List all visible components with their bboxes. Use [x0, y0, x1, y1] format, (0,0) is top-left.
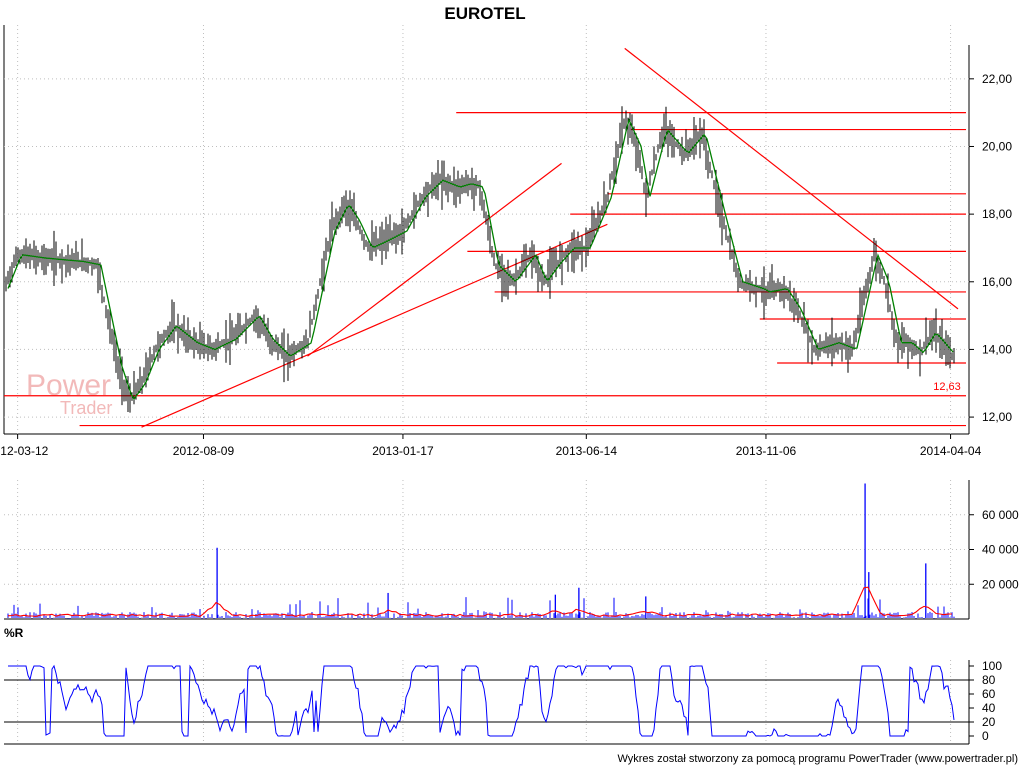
price-y-tick-label: 14,00 — [982, 342, 1012, 356]
volume-average-line — [7, 586, 953, 617]
last-value-label: 12,63 — [933, 381, 961, 393]
wr-y-tick-label: 80 — [982, 673, 996, 687]
price-y-tick-label: 16,00 — [982, 275, 1012, 289]
x-tick-label: 2013-11-06 — [736, 444, 797, 458]
price-panel: Power Trader — [3, 25, 970, 435]
williams-r-line — [8, 664, 955, 737]
chart-title: EUROTEL — [444, 4, 525, 23]
trend-line — [307, 162, 562, 357]
wr-y-tick-label: 60 — [982, 687, 996, 701]
x-tick-label: 2013-01-17 — [372, 444, 434, 458]
price-y-tick-label: 12,00 — [982, 410, 1012, 424]
price-y-tick-label: 20,00 — [982, 139, 1012, 153]
volume-y-tick-label: 40 000 — [982, 543, 1019, 557]
watermark-trader: Trader — [60, 398, 112, 418]
wr-y-tick-label: 100 — [982, 659, 1002, 673]
williams-r-label: %R — [4, 626, 24, 640]
x-tick-label: 2014-04-04 — [920, 444, 982, 458]
trend-line — [624, 47, 959, 310]
x-tick-label: 2013-06-14 — [556, 444, 618, 458]
x-tick-label: 2012-08-09 — [173, 444, 235, 458]
williams-r-panel: %R — [4, 626, 970, 745]
volume-bars — [7, 597, 955, 619]
trend-line — [141, 223, 608, 428]
watermark-power: Power — [26, 369, 111, 402]
wr-y-tick-label: 20 — [982, 715, 996, 729]
wr-y-tick-label: 40 — [982, 701, 996, 715]
wr-y-tick-label: 0 — [982, 729, 989, 743]
price-y-tick-label: 22,00 — [982, 72, 1012, 86]
price-y-tick-label: 18,00 — [982, 207, 1012, 221]
volume-y-tick-label: 60 000 — [982, 508, 1019, 522]
footer-credit: Wykres został stworzony za pomocą progra… — [617, 753, 1018, 765]
x-tick-label: 2012-03-12 — [0, 444, 49, 458]
volume-y-tick-label: 20 000 — [982, 577, 1019, 591]
moving-average-line — [7, 118, 954, 401]
price-bars — [3, 106, 955, 413]
